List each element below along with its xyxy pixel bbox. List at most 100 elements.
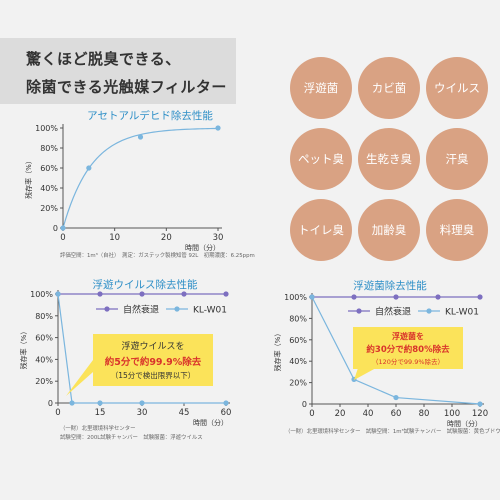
x-tick-label: 60 bbox=[391, 409, 402, 419]
x-tick-label: 80 bbox=[419, 409, 430, 419]
data-point bbox=[69, 400, 75, 406]
data-point bbox=[477, 294, 483, 300]
circle-mold: カビ菌 bbox=[358, 57, 420, 119]
y-tick-label: 40% bbox=[289, 357, 307, 366]
data-point bbox=[477, 401, 483, 407]
data-point bbox=[215, 125, 221, 131]
circle-airborne-bacteria: 浮遊菌 bbox=[290, 57, 352, 119]
chart2-note-1: （一財）北里環境科学センター bbox=[60, 426, 136, 432]
x-axis-label: 時間（分） bbox=[447, 419, 482, 428]
y-tick-label: 60% bbox=[40, 164, 58, 173]
legend-marker bbox=[426, 308, 432, 314]
x-tick-label: 15 bbox=[95, 408, 106, 418]
chart3-note: （一財）北里環境科学センター 試験空間：1m³試験チャンバー 試験服菌：黄色ブド… bbox=[285, 429, 500, 435]
legend-label: KL-W01 bbox=[445, 308, 479, 318]
x-tick-label: 20 bbox=[161, 233, 172, 243]
x-axis-label: 時間（分） bbox=[185, 243, 220, 252]
y-tick-label: 80% bbox=[289, 314, 307, 323]
y-tick-label: 0 bbox=[53, 224, 58, 233]
circle-damp-odor: 生乾き臭 bbox=[358, 128, 420, 190]
circle-cooking-odor: 料理臭 bbox=[426, 199, 488, 261]
circle-virus: ウイルス bbox=[426, 57, 488, 119]
circle-aging-odor: 加齢臭 bbox=[358, 199, 420, 261]
data-point bbox=[55, 291, 61, 297]
x-tick-label: 30 bbox=[213, 233, 224, 243]
x-tick-label: 60 bbox=[221, 408, 232, 418]
data-point bbox=[435, 294, 441, 300]
circle-sweat-odor: 汗臭 bbox=[426, 128, 488, 190]
data-point bbox=[393, 394, 399, 401]
circle-pet-odor: ペット臭 bbox=[290, 128, 352, 190]
data-point bbox=[309, 294, 315, 300]
y-tick-label: 20% bbox=[289, 379, 307, 388]
legend-marker bbox=[104, 306, 110, 312]
y-tick-label: 100% bbox=[30, 290, 53, 299]
x-tick-label: 45 bbox=[179, 408, 190, 418]
y-tick-label: 0 bbox=[302, 400, 307, 409]
x-tick-label: 120 bbox=[472, 409, 488, 419]
chart3-callout: 浮遊菌を 約30分で約80%除去 （120分で99.9%除去） bbox=[353, 327, 463, 369]
chart2-callout-line3: （15分で検出限界以下） bbox=[110, 371, 196, 380]
legend-label: KL-W01 bbox=[193, 306, 227, 316]
y-tick-label: 100% bbox=[284, 293, 307, 302]
x-tick-label: 40 bbox=[363, 409, 374, 419]
data-point bbox=[223, 291, 229, 297]
data-point bbox=[181, 291, 187, 297]
headline-line-2: 除菌できる光触媒フィルター bbox=[26, 78, 227, 96]
data-point bbox=[139, 400, 145, 406]
legend-label: 自然衰退 bbox=[123, 304, 159, 316]
chart3-callout-line2: 約30分で約80%除去 bbox=[366, 345, 450, 355]
y-tick-label: 40% bbox=[35, 355, 53, 364]
chart1-note: 評価空間：1m³（自社） 測定：ガステック製検知管 92L 初期濃度：6.25p… bbox=[60, 253, 255, 259]
data-point bbox=[223, 400, 229, 406]
y-tick-label: 80% bbox=[40, 144, 58, 153]
series-line-1 bbox=[311, 296, 481, 405]
data-point bbox=[351, 294, 357, 300]
chart2-callout-pointer bbox=[66, 360, 93, 396]
y-tick-label: 0 bbox=[48, 399, 53, 408]
data-point bbox=[60, 225, 66, 231]
data-point bbox=[86, 165, 92, 171]
x-tick-label: 20 bbox=[335, 409, 346, 419]
chart2-callout-line2: 約5分で約99.9%除去 bbox=[104, 357, 202, 368]
y-axis-label: 残存率（%） bbox=[273, 330, 282, 372]
y-tick-label: 20% bbox=[35, 377, 53, 386]
chart3-callout-line3: （120分で99.9%除去） bbox=[371, 358, 445, 366]
circle-toilet-odor: トイレ臭 bbox=[290, 199, 352, 261]
legend-label: 自然衰退 bbox=[375, 306, 411, 318]
y-axis-label: 残存率（%） bbox=[19, 328, 28, 370]
chart2-callout-line1: 浮遊ウイルスを bbox=[121, 342, 185, 352]
x-tick-label: 0 bbox=[309, 409, 314, 419]
x-tick-label: 0 bbox=[55, 408, 60, 418]
chart2-note-2: 試験空間：200L試験チャンバー 試験服菌：浮遊ウイルス bbox=[60, 435, 203, 441]
x-tick-label: 0 bbox=[60, 233, 65, 243]
y-tick-label: 60% bbox=[289, 336, 307, 345]
y-axis-label: 残存率（%） bbox=[24, 157, 33, 199]
legend-marker bbox=[356, 308, 362, 314]
data-point bbox=[97, 291, 103, 297]
x-tick-label: 10 bbox=[109, 233, 120, 243]
x-tick-label: 100 bbox=[444, 409, 460, 419]
chart2-title: 浮遊ウイルス除去性能 bbox=[92, 279, 198, 291]
y-tick-label: 20% bbox=[40, 204, 58, 213]
headline-line-1: 驚くほど脱臭できる、 bbox=[26, 50, 181, 68]
data-point bbox=[97, 400, 103, 406]
data-point bbox=[393, 294, 399, 300]
headline-banner: 驚くほど脱臭できる、 除菌できる光触媒フィルター bbox=[0, 38, 236, 104]
y-tick-label: 60% bbox=[35, 334, 53, 343]
data-point bbox=[137, 134, 144, 140]
chart3-title: 浮遊菌除去性能 bbox=[353, 280, 427, 292]
x-axis-label: 時間（分） bbox=[193, 418, 228, 427]
data-point bbox=[139, 291, 145, 297]
y-tick-label: 80% bbox=[35, 312, 53, 321]
chart3-callout-line1: 浮遊菌を bbox=[392, 332, 424, 341]
y-tick-label: 100% bbox=[35, 124, 58, 133]
legend-marker bbox=[174, 306, 180, 312]
chart1-title: アセトアルデヒド除去性能 bbox=[87, 110, 213, 122]
chart2-callout: 浮遊ウイルスを 約5分で約99.9%除去 （15分で検出限界以下） bbox=[93, 334, 213, 386]
y-tick-label: 40% bbox=[40, 184, 58, 193]
x-tick-label: 30 bbox=[137, 408, 148, 418]
